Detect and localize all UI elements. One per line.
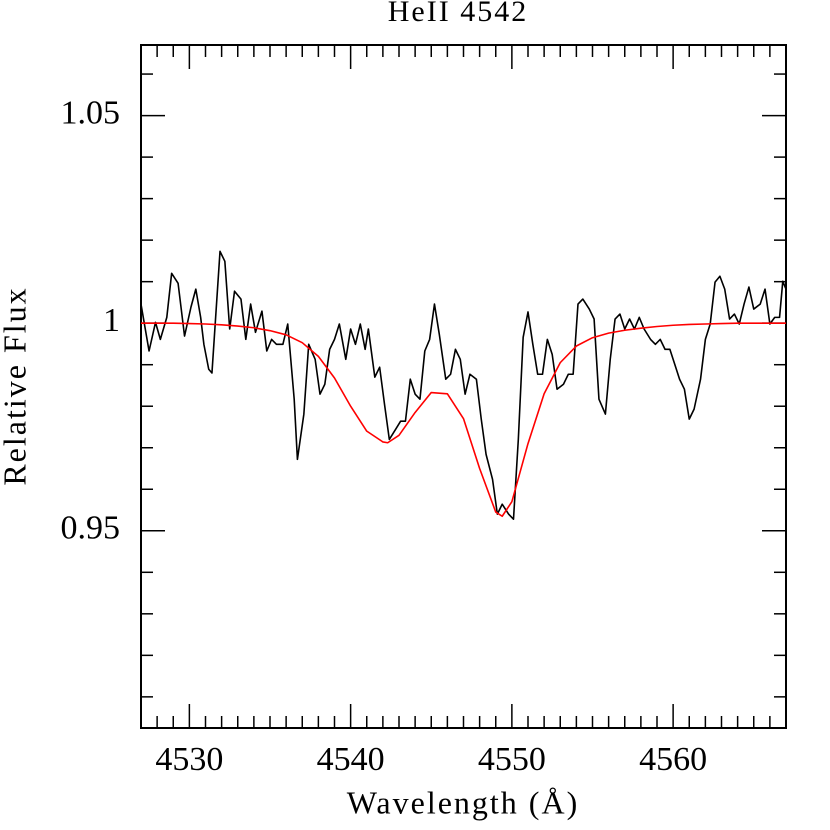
x-tick-label: 4530 (155, 741, 223, 778)
x-tick-label: 4540 (317, 741, 385, 778)
x-axis-label: Wavelength (Å) (347, 784, 579, 820)
spectrum-line (141, 322, 786, 518)
y-tick-label: 0.95 (61, 510, 121, 547)
y-axis-label: Relative Flux (0, 286, 32, 485)
y-tick-label: 1.05 (61, 94, 121, 131)
x-tick-label: 4550 (478, 741, 546, 778)
x-tick-label: 4560 (639, 741, 707, 778)
y-tick-label: 1 (103, 302, 120, 339)
chart-title: HeII 4542 (388, 0, 528, 28)
spectrum-line (140, 250, 787, 520)
